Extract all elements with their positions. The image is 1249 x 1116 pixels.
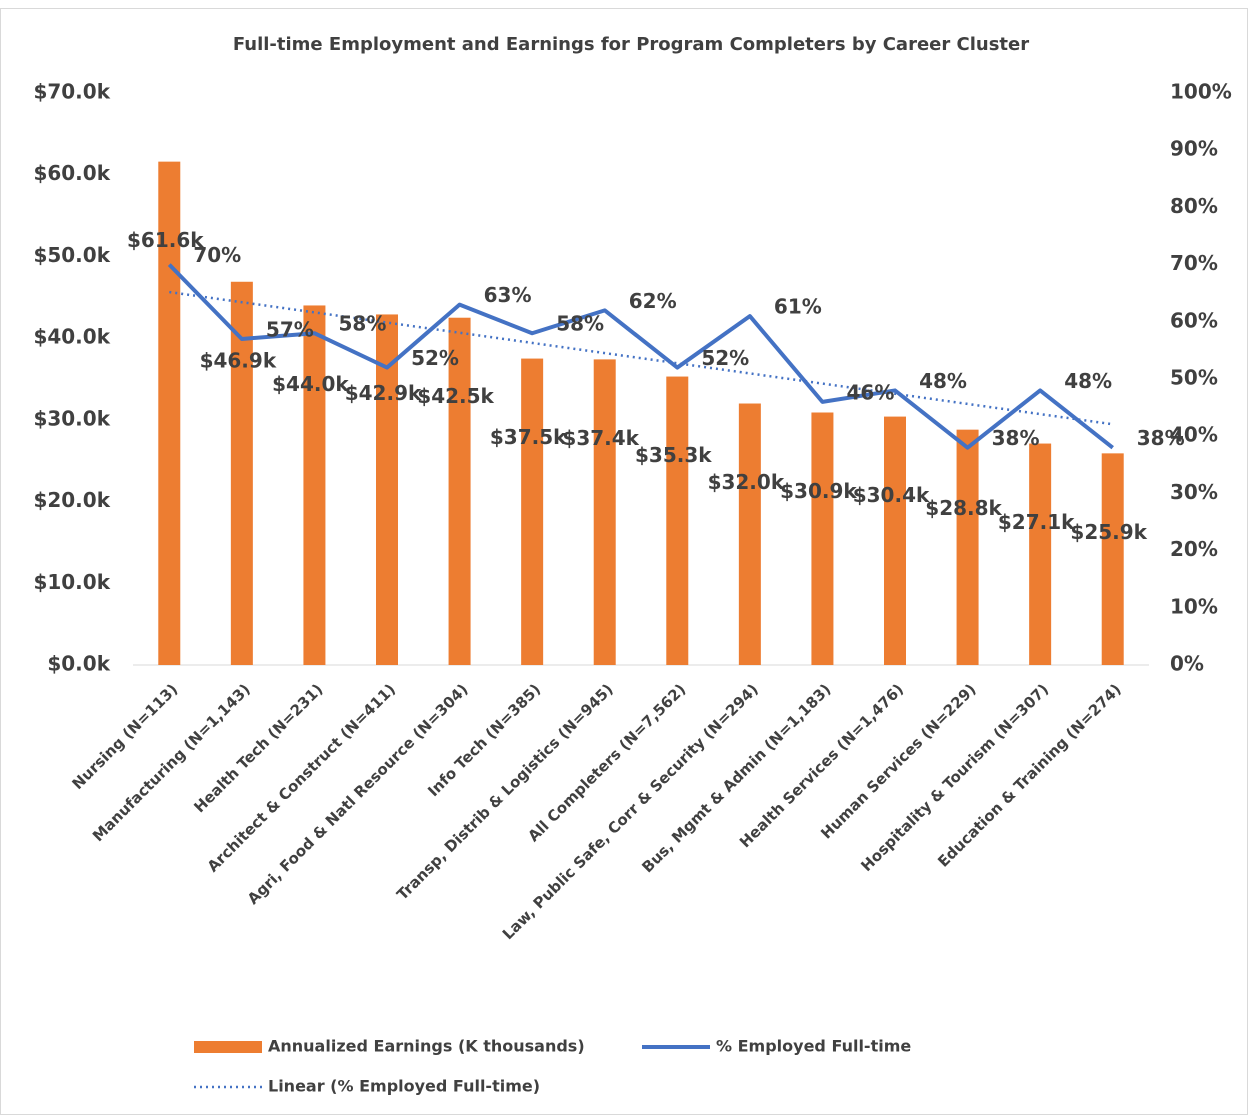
bar-value-label: $37.5k (490, 425, 567, 449)
y2-tick-label: 70% (1170, 251, 1218, 275)
line-value-label: 57% (266, 317, 314, 341)
bar (158, 161, 181, 665)
bar-value-label: $61.6k (127, 228, 204, 252)
legend-label: % Employed Full-time (716, 1037, 911, 1056)
y-tick-label: $10.0k (33, 570, 110, 594)
y-tick-label: $40.0k (33, 325, 110, 349)
bar (448, 317, 471, 665)
y2-tick-label: 30% (1170, 480, 1218, 504)
line-value-label: 58% (338, 312, 386, 336)
y2-tick-label: 90% (1170, 137, 1218, 161)
bar-value-label: $30.9k (780, 479, 857, 503)
y-tick-label: $60.0k (33, 161, 110, 185)
chart-border (0, 8, 1248, 1115)
line-value-label: 61% (774, 295, 822, 319)
bar-value-label: $42.5k (417, 384, 494, 408)
line-value-label: 46% (846, 380, 894, 404)
line-value-label: 52% (411, 346, 459, 370)
bar-value-label: $37.4k (562, 426, 639, 450)
y2-tick-label: 20% (1170, 537, 1218, 561)
legend-label: Linear (% Employed Full-time) (268, 1077, 540, 1096)
y-tick-label: $50.0k (33, 243, 110, 267)
bar (1101, 453, 1124, 665)
line-value-label: 63% (484, 283, 532, 307)
legend-swatch (194, 1041, 262, 1053)
y2-tick-label: 10% (1170, 594, 1218, 618)
bar (811, 412, 834, 665)
bar-value-label: $28.8k (925, 496, 1002, 520)
bar (738, 403, 761, 665)
y2-tick-label: 40% (1170, 423, 1218, 447)
y-tick-label: $30.0k (33, 406, 110, 430)
bar-value-label: $44.0k (272, 372, 349, 396)
bar (666, 376, 689, 665)
line-value-label: 38% (1137, 426, 1185, 450)
bar-value-label: $35.3k (635, 443, 712, 467)
y2-tick-label: 50% (1170, 366, 1218, 390)
bar-value-label: $30.4k (853, 483, 930, 507)
line-value-label: 62% (629, 289, 677, 313)
y2-tick-label: 0% (1170, 652, 1204, 676)
line-value-label: 58% (556, 312, 604, 336)
bar (303, 305, 326, 665)
bar (884, 416, 906, 665)
y-tick-label: $70.0k (33, 80, 110, 104)
y2-tick-label: 100% (1170, 80, 1232, 104)
bar-value-label: $42.9k (345, 381, 422, 405)
legend-label: Annualized Earnings (K thousands) (268, 1037, 585, 1056)
bar (230, 281, 253, 665)
bar-value-label: $46.9k (200, 348, 277, 372)
line (167, 263, 1114, 450)
bar-value-label: $27.1k (998, 510, 1075, 534)
bar (593, 359, 616, 665)
line-value-label: 48% (919, 369, 967, 393)
bar (956, 429, 979, 665)
y-tick-label: $0.0k (47, 652, 110, 676)
line-value-label: 52% (701, 346, 749, 370)
y2-tick-label: 60% (1170, 308, 1218, 332)
bar-value-label: $25.9k (1070, 520, 1147, 544)
y2-tick-label: 80% (1170, 194, 1218, 218)
chart-title: Full-time Employment and Earnings for Pr… (233, 34, 1029, 55)
bar (376, 314, 398, 665)
line-value-label: 70% (193, 243, 241, 267)
line-value-label: 48% (1064, 369, 1112, 393)
line-value-label: 38% (992, 426, 1040, 450)
bar (1029, 443, 1052, 665)
y-tick-label: $20.0k (33, 488, 110, 512)
bar-value-label: $32.0k (708, 470, 785, 494)
trendline (169, 290, 1113, 426)
bar (521, 358, 544, 665)
